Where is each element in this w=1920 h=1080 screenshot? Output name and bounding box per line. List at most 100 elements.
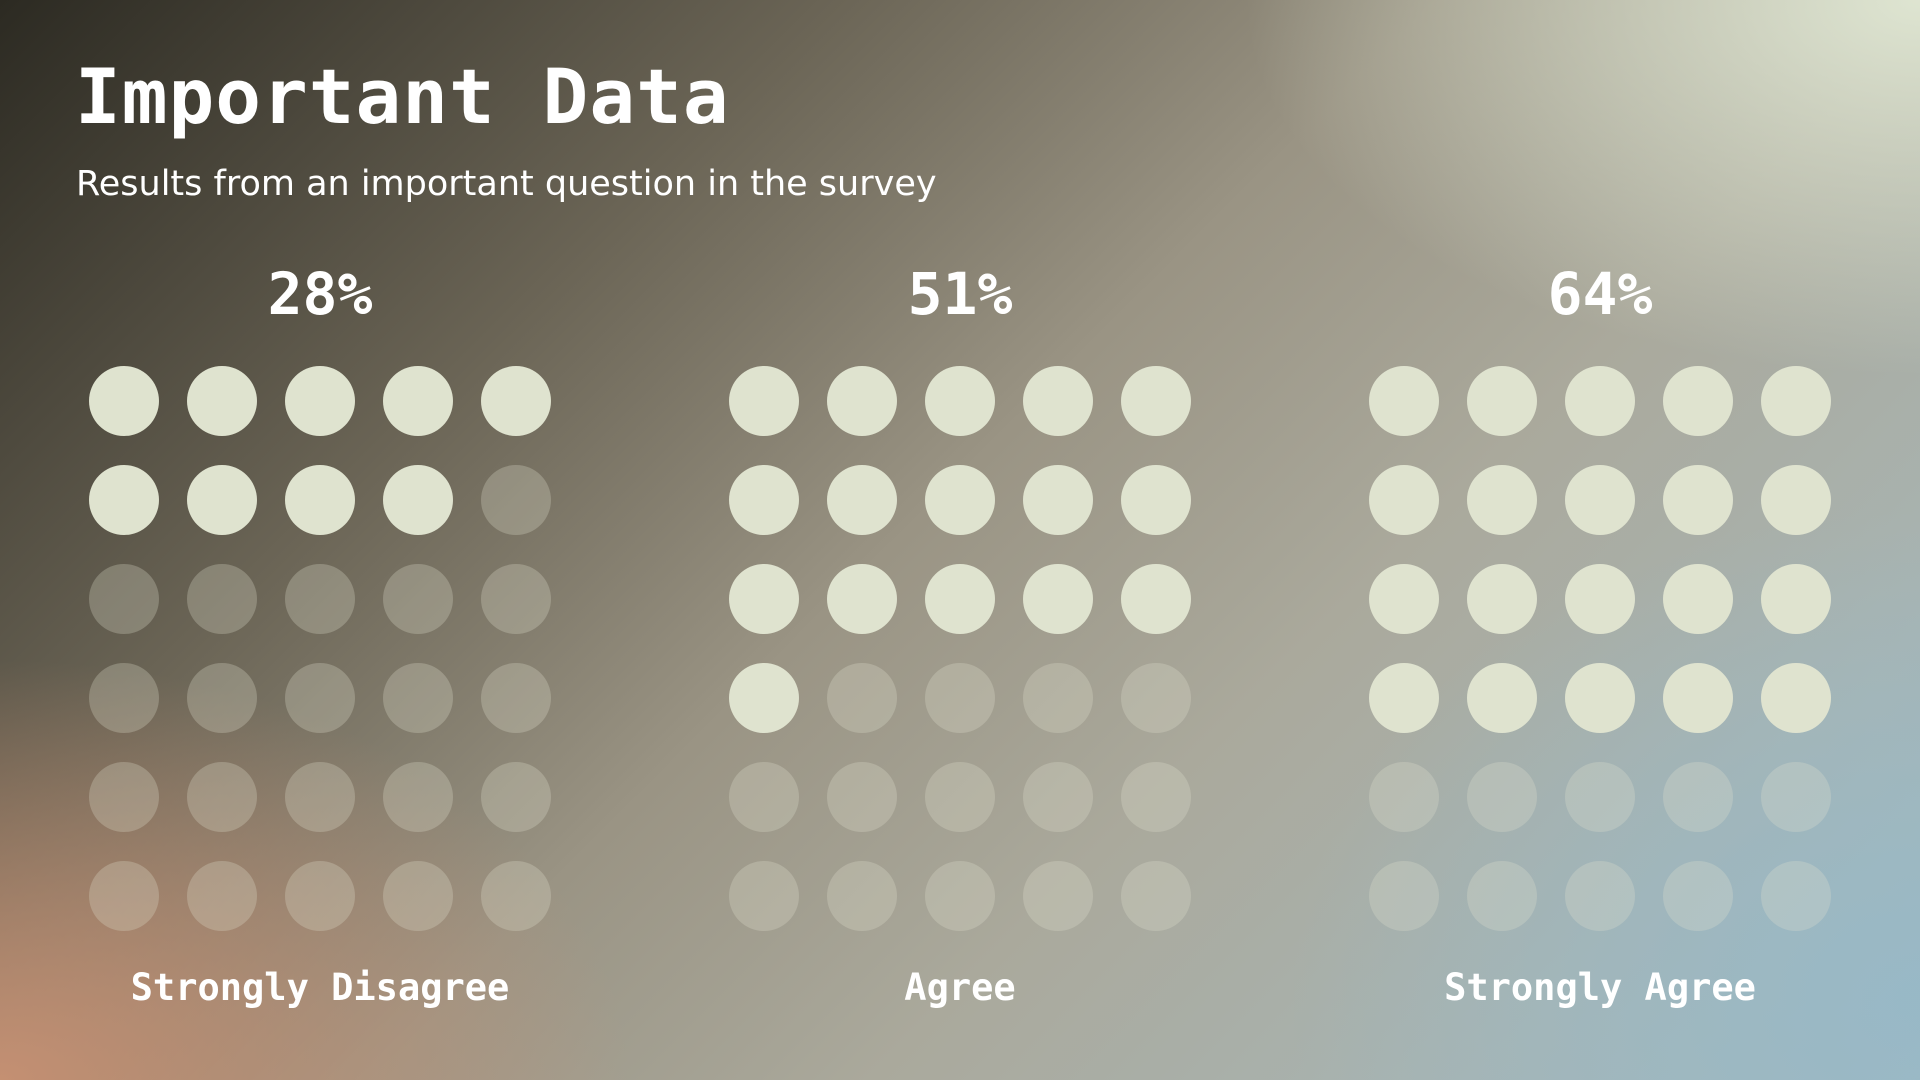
category-label: Agree bbox=[904, 966, 1016, 1009]
empty-dot bbox=[187, 861, 257, 931]
filled-dot bbox=[1565, 663, 1635, 733]
category-label: Strongly Disagree bbox=[130, 966, 510, 1009]
waffle-chart-strongly-agree: 64% Strongly Agree bbox=[1360, 260, 1840, 1020]
empty-dot bbox=[383, 861, 453, 931]
filled-dot bbox=[1761, 366, 1831, 436]
percent-label: 28% bbox=[267, 260, 373, 328]
filled-dot bbox=[1663, 465, 1733, 535]
filled-dot bbox=[827, 465, 897, 535]
empty-dot bbox=[729, 762, 799, 832]
filled-dot bbox=[1467, 564, 1537, 634]
empty-dot bbox=[729, 861, 799, 931]
empty-dot bbox=[925, 861, 995, 931]
filled-dot bbox=[1121, 564, 1191, 634]
empty-dot bbox=[89, 861, 159, 931]
filled-dot bbox=[827, 366, 897, 436]
filled-dot bbox=[925, 564, 995, 634]
filled-dot bbox=[1467, 663, 1537, 733]
filled-dot bbox=[1369, 366, 1439, 436]
filled-dot bbox=[187, 465, 257, 535]
empty-dot bbox=[1761, 762, 1831, 832]
empty-dot bbox=[285, 564, 355, 634]
empty-dot bbox=[187, 663, 257, 733]
filled-dot bbox=[1761, 564, 1831, 634]
dot-grid bbox=[720, 366, 1200, 931]
filled-dot bbox=[1565, 366, 1635, 436]
filled-dot bbox=[729, 663, 799, 733]
empty-dot bbox=[285, 663, 355, 733]
filled-dot bbox=[89, 366, 159, 436]
empty-dot bbox=[925, 663, 995, 733]
empty-dot bbox=[285, 861, 355, 931]
filled-dot bbox=[1565, 564, 1635, 634]
dot-grid bbox=[80, 366, 560, 931]
empty-dot bbox=[481, 465, 551, 535]
empty-dot bbox=[1023, 663, 1093, 733]
waffle-chart-strongly-disagree: 28% Strongly Disagree bbox=[80, 260, 560, 1020]
empty-dot bbox=[1761, 861, 1831, 931]
empty-dot bbox=[1565, 861, 1635, 931]
empty-dot bbox=[481, 861, 551, 931]
filled-dot bbox=[1023, 465, 1093, 535]
filled-dot bbox=[383, 366, 453, 436]
empty-dot bbox=[827, 861, 897, 931]
filled-dot bbox=[89, 465, 159, 535]
empty-dot bbox=[1369, 762, 1439, 832]
empty-dot bbox=[383, 564, 453, 634]
empty-dot bbox=[285, 762, 355, 832]
empty-dot bbox=[1663, 861, 1733, 931]
page-title: Important Data bbox=[75, 52, 730, 141]
filled-dot bbox=[729, 564, 799, 634]
empty-dot bbox=[1121, 861, 1191, 931]
filled-dot bbox=[1663, 663, 1733, 733]
page-subtitle: Results from an important question in th… bbox=[76, 164, 937, 204]
filled-dot bbox=[1023, 564, 1093, 634]
filled-dot bbox=[1467, 366, 1537, 436]
empty-dot bbox=[1023, 861, 1093, 931]
empty-dot bbox=[827, 762, 897, 832]
empty-dot bbox=[481, 762, 551, 832]
empty-dot bbox=[925, 762, 995, 832]
empty-dot bbox=[89, 564, 159, 634]
filled-dot bbox=[1369, 564, 1439, 634]
filled-dot bbox=[1023, 366, 1093, 436]
empty-dot bbox=[481, 663, 551, 733]
filled-dot bbox=[1565, 465, 1635, 535]
empty-dot bbox=[1565, 762, 1635, 832]
empty-dot bbox=[187, 564, 257, 634]
empty-dot bbox=[1663, 762, 1733, 832]
filled-dot bbox=[925, 366, 995, 436]
filled-dot bbox=[729, 465, 799, 535]
percent-label: 64% bbox=[1547, 260, 1653, 328]
filled-dot bbox=[1663, 564, 1733, 634]
category-label: Strongly Agree bbox=[1444, 966, 1756, 1009]
filled-dot bbox=[1121, 465, 1191, 535]
filled-dot bbox=[729, 366, 799, 436]
dot-grid bbox=[1360, 366, 1840, 931]
empty-dot bbox=[383, 762, 453, 832]
filled-dot bbox=[481, 366, 551, 436]
empty-dot bbox=[481, 564, 551, 634]
filled-dot bbox=[285, 465, 355, 535]
empty-dot bbox=[1467, 762, 1537, 832]
percent-label: 51% bbox=[907, 260, 1013, 328]
empty-dot bbox=[827, 663, 897, 733]
filled-dot bbox=[1761, 465, 1831, 535]
empty-dot bbox=[1023, 762, 1093, 832]
waffle-chart-agree: 51% Agree bbox=[720, 260, 1200, 1020]
empty-dot bbox=[89, 663, 159, 733]
empty-dot bbox=[1121, 663, 1191, 733]
empty-dot bbox=[187, 762, 257, 832]
filled-dot bbox=[827, 564, 897, 634]
filled-dot bbox=[1761, 663, 1831, 733]
empty-dot bbox=[1121, 762, 1191, 832]
filled-dot bbox=[1467, 465, 1537, 535]
filled-dot bbox=[383, 465, 453, 535]
filled-dot bbox=[285, 366, 355, 436]
empty-dot bbox=[1369, 861, 1439, 931]
empty-dot bbox=[383, 663, 453, 733]
filled-dot bbox=[187, 366, 257, 436]
filled-dot bbox=[1369, 663, 1439, 733]
filled-dot bbox=[1121, 366, 1191, 436]
filled-dot bbox=[925, 465, 995, 535]
